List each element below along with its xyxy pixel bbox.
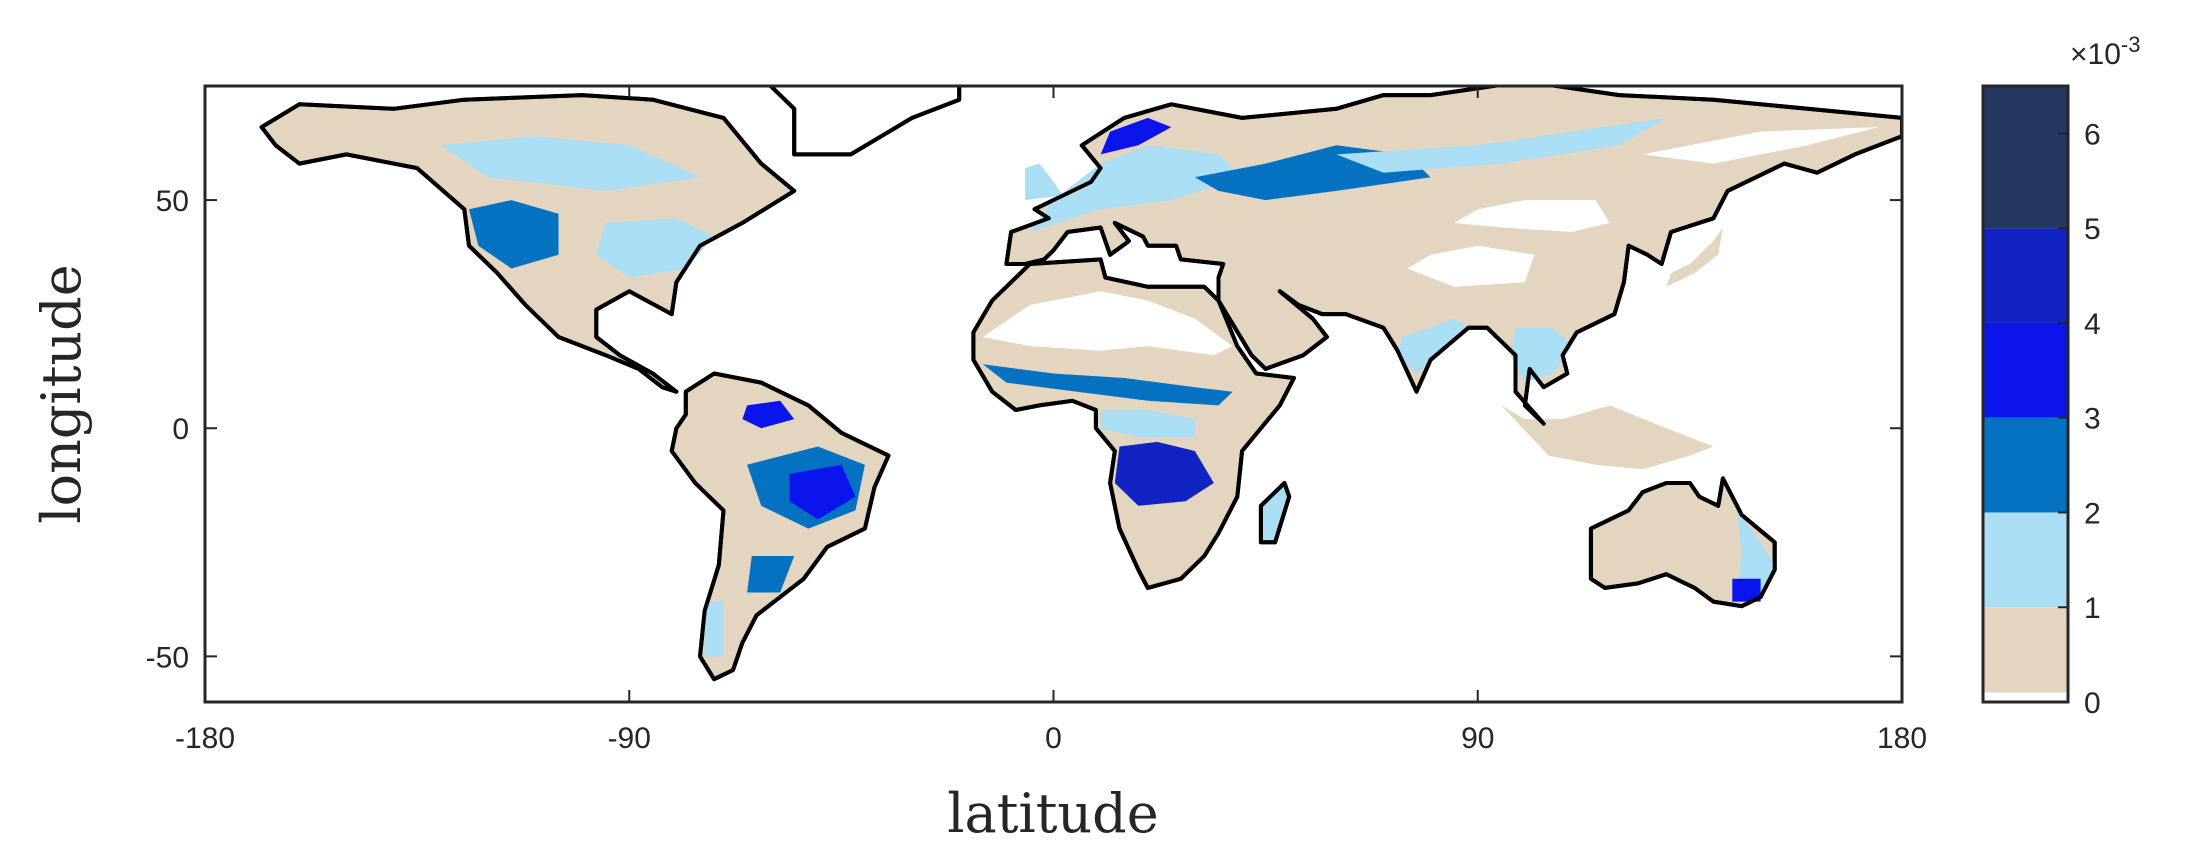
region-central-africa (1114, 441, 1214, 506)
region-congo (1100, 410, 1195, 438)
y-axis-title: longitude (30, 264, 93, 523)
colorbar-ticks: 0 1 2 3 4 5 6 (2058, 118, 2101, 720)
region-siberia (1336, 117, 1667, 173)
colorbar-level-5 (1983, 228, 2068, 323)
y-tick-label: -50 (146, 641, 189, 674)
colorbar-tick-label: 2 (2084, 497, 2101, 530)
region-sahara (982, 291, 1233, 356)
coastline-eurasia (1004, 86, 1902, 426)
region-siberia-east (1642, 127, 1879, 164)
region-japan (1666, 227, 1723, 287)
y-axis: -50 0 50 (146, 185, 1902, 674)
region-sahel-belt (982, 364, 1233, 406)
map-plot-area (259, 86, 1902, 682)
region-europe (1029, 145, 1243, 232)
colorbar-level-0 (1983, 692, 2068, 702)
colorbar-level-3 (1983, 417, 2068, 513)
coastline-greenland (763, 86, 962, 157)
region-canada (440, 136, 700, 191)
colorbar-box (1981, 84, 2070, 704)
colorbar-tick-label: 6 (2084, 118, 2101, 151)
region-western-us (469, 200, 559, 269)
x-tick-label: -180 (175, 722, 235, 755)
colorbar-level-4 (1983, 322, 2068, 418)
colorbar-exponent-power: -3 (2121, 32, 2141, 57)
colorbar-tick-label: 5 (2084, 213, 2101, 246)
x-tick-label: -90 (608, 722, 651, 755)
region-new-zealand (1836, 587, 1893, 643)
region-uk (1025, 163, 1063, 201)
colorbar-level-1 (1983, 607, 2068, 693)
region-pampas (747, 556, 795, 593)
y-tick-label: 50 (156, 185, 189, 218)
y-tick-label: 0 (172, 413, 189, 446)
colorbar-tick-label: 4 (2084, 308, 2101, 341)
region-chile-south (704, 601, 724, 657)
region-arabia-gobi (1454, 200, 1610, 232)
colorbar-tick-label: 0 (2084, 687, 2101, 720)
x-tick-label: 180 (1877, 722, 1927, 755)
colorbar-level-6 (1983, 86, 2068, 229)
region-tibet (1407, 245, 1535, 287)
colorbar (1983, 86, 2068, 702)
region-brazil-core (789, 464, 856, 520)
colorbar-level-2 (1983, 512, 2068, 608)
region-indonesia (1501, 405, 1714, 470)
x-axis-title: latitude (947, 782, 1158, 845)
region-e-australia (1737, 510, 1775, 598)
coastline-africa (971, 257, 1296, 590)
coastline-australia (1588, 476, 1777, 609)
region-se-asia (1510, 327, 1572, 383)
coastline-madagascar (1258, 481, 1292, 545)
region-eastern-us (596, 218, 715, 278)
colorbar-exponent: ×10-3 (2070, 32, 2140, 71)
colorbar-exponent-base: ×10 (2070, 38, 2121, 71)
region-amazon-north (742, 400, 795, 429)
region-greenland (763, 86, 962, 157)
coastline-north-america (259, 93, 797, 394)
region-scandinavia (1100, 117, 1172, 155)
x-tick-label: 0 (1045, 722, 1062, 755)
colorbar-tick-label: 1 (2084, 592, 2101, 625)
x-axis: -180 -90 0 90 180 (175, 86, 1927, 755)
x-tick-label: 90 (1461, 722, 1494, 755)
coastline-south-america (669, 371, 891, 682)
region-india (1397, 318, 1469, 374)
colorbar-tick-label: 3 (2084, 403, 2101, 436)
region-se-australia (1732, 578, 1761, 602)
